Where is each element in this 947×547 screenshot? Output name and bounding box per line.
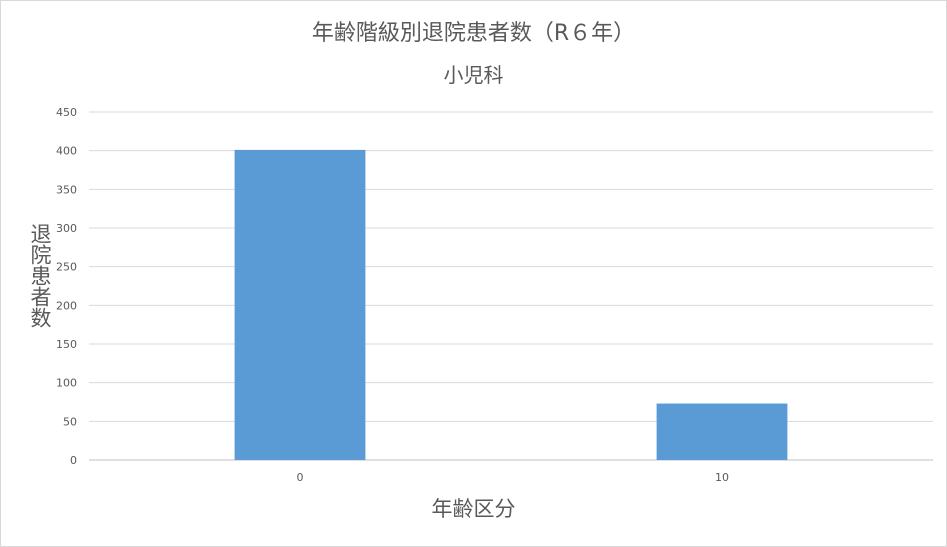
chart-title: 年齢階級別退院患者数（R６年）	[311, 21, 636, 46]
y-tick-label: 300	[56, 222, 77, 235]
y-tick-label: 200	[56, 299, 77, 312]
chart-subtitle: 小児科	[443, 63, 504, 87]
y-tick-label: 50	[63, 415, 77, 428]
y-axis-label: 退院患者数	[28, 223, 52, 328]
x-axis-label: 年齢区分	[431, 497, 516, 521]
y-tick-label: 0	[70, 454, 77, 467]
bar	[234, 149, 366, 461]
x-tick-label: 0	[297, 471, 304, 484]
y-tick-label: 250	[56, 261, 77, 274]
bar	[656, 403, 788, 460]
y-tick-label: 450	[56, 106, 77, 119]
y-tick-label: 350	[56, 183, 77, 196]
y-tick-label: 150	[56, 338, 77, 351]
y-tick-label: 400	[56, 145, 77, 158]
y-tick-label: 100	[56, 377, 77, 390]
x-tick-label: 10	[715, 471, 729, 484]
